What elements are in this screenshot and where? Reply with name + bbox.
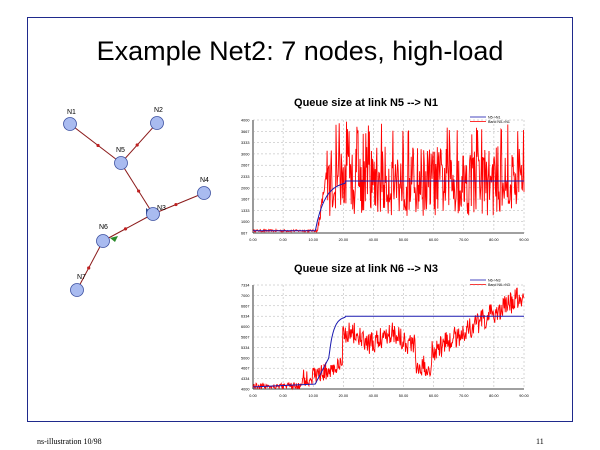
y-tick-label: 5667 [241,336,249,340]
y-tick-label: 4334 [241,377,249,381]
x-tick-label: 90.00 [519,238,529,242]
x-tick-label: 10.00 [308,394,318,398]
y-tick-label: 1667 [241,198,249,202]
packet-marker [96,143,100,148]
link-n3-n6 [102,213,154,242]
y-tick-label: 5000 [241,356,249,360]
packet-marker [87,266,91,270]
y-tick-label: 4667 [241,367,249,371]
x-tick-label: 0.00 [279,394,286,398]
chart-title: Queue size at link N6 --> N3 [294,263,438,275]
x-tick-label: 10.00 [308,238,318,242]
chart-title: Queue size at link N5 --> N1 [294,97,438,109]
node-n4 [197,186,211,200]
node-label-n4: N4 [200,177,209,184]
y-tick-label: 7000 [241,294,249,298]
x-tick-label: 0.00 [279,238,286,242]
packet-marker [110,236,118,242]
series-n6-n3 [253,315,524,388]
x-tick-label: 60.00 [429,394,439,398]
node-n2 [150,116,164,130]
x-tick-label: 50.00 [399,238,409,242]
y-tick-label: 2333 [241,175,249,179]
x-tick-label: 0.00 [249,238,256,242]
y-tick-label: 4000 [241,119,249,123]
node-n3 [146,207,160,221]
y-tick-label: 1333 [241,209,249,213]
node-n7 [70,283,84,297]
x-tick-label: 40.00 [369,238,379,242]
y-tick-label: 5334 [241,346,249,350]
x-tick-label: 80.00 [489,238,499,242]
y-tick-label: 4000 [241,388,249,392]
x-tick-label: 20.00 [339,238,349,242]
y-tick-label: 3667 [241,130,249,134]
node-n6 [96,234,110,248]
link-n4-n3 [152,192,205,215]
link-n5-n3 [120,162,154,215]
y-tick-label: 3000 [241,152,249,156]
y-tick-label: 1000 [241,220,249,224]
network-graph: N1 N2 N5 N4 N3 N6 N7 [63,107,211,297]
x-tick-label: 70.00 [459,238,469,242]
series-n5-n1 [253,180,524,232]
node-label-n1: N1 [67,109,76,116]
legend-label: Band N5->N1 [488,120,510,124]
y-tick-label: 2667 [241,164,249,168]
y-tick-label: 667 [241,232,247,236]
x-tick-label: 70.00 [459,394,469,398]
link-n2-n5 [120,122,158,164]
y-tick-label: 6667 [241,304,249,308]
legend-label: N6->N3 [488,279,500,283]
footer-label: ns-illustration 10/98 [37,437,102,446]
node-n5 [114,156,128,170]
packet-marker [174,202,178,207]
link-n6-n7 [76,240,104,291]
node-label-n2: N2 [154,107,163,114]
link-n1-n5 [69,123,122,164]
x-tick-label: 40.00 [369,394,379,398]
y-tick-label: 3333 [241,141,249,145]
node-label-n7: N7 [77,274,86,281]
slide-title: Example Net2: 7 nodes, high-load [96,36,504,66]
y-tick-label: 7334 [241,284,249,288]
page-number: 11 [536,437,544,446]
x-tick-label: 0.00 [249,394,256,398]
packet-marker [137,189,141,193]
x-tick-label: 80.00 [489,394,499,398]
node-label-n6: N6 [99,224,108,231]
node-n1 [63,117,77,131]
y-tick-label: 6000 [241,325,249,329]
y-tick-label: 6334 [241,315,249,319]
x-tick-label: 60.00 [429,238,439,242]
legend-label: N5->N1 [488,116,500,120]
node-label-n3: N3 [157,205,166,212]
packet-marker [123,227,128,231]
x-tick-label: 50.00 [399,394,409,398]
series-band-n6-n3 [252,287,525,391]
y-tick-label: 2000 [241,186,249,190]
slide-frame [27,17,573,422]
node-label-n5: N5 [116,147,125,154]
x-tick-label: 20.00 [339,394,349,398]
x-tick-label: 90.00 [519,394,529,398]
packet-marker [135,143,139,147]
